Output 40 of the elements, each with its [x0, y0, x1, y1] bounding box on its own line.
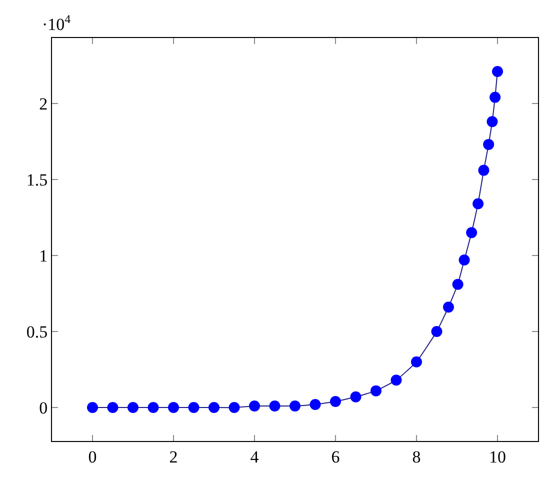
point: [188, 402, 200, 414]
point: [310, 399, 321, 410]
point: [452, 278, 464, 290]
point: [466, 227, 478, 238]
point: [350, 391, 362, 402]
point: [472, 198, 484, 210]
point: [486, 116, 498, 128]
point: [208, 402, 220, 414]
point: [87, 402, 98, 414]
y-tick-label: 0.5: [26, 322, 48, 342]
point: [228, 402, 240, 414]
y-tick-label: 1.5: [26, 170, 48, 190]
point: [269, 400, 280, 412]
point: [390, 374, 402, 386]
x-tick-label: 6: [331, 447, 340, 466]
x-tick-label: 10: [489, 447, 506, 466]
point: [411, 356, 422, 368]
y-tick-label: 1: [39, 246, 48, 266]
point: [492, 66, 503, 77]
x-tick-label: 4: [250, 447, 260, 466]
x-tick-label: 2: [169, 447, 178, 466]
point: [370, 385, 382, 396]
point: [290, 400, 300, 412]
point: [483, 138, 494, 150]
x-tick-label: 0: [88, 447, 97, 466]
y-tick-label: 2: [39, 94, 48, 114]
point: [442, 302, 454, 313]
point: [478, 164, 490, 176]
point: [458, 254, 470, 266]
point: [249, 400, 260, 412]
point: [330, 396, 341, 407]
point: [168, 402, 179, 414]
point: [128, 402, 138, 414]
point: [490, 92, 501, 103]
y-tick-label: 0: [39, 398, 48, 418]
point: [107, 402, 118, 414]
point: [148, 402, 159, 414]
text: ·10$^{4}$: [42, 12, 71, 34]
x-tick-label: 8: [412, 447, 421, 466]
point: [431, 326, 442, 338]
